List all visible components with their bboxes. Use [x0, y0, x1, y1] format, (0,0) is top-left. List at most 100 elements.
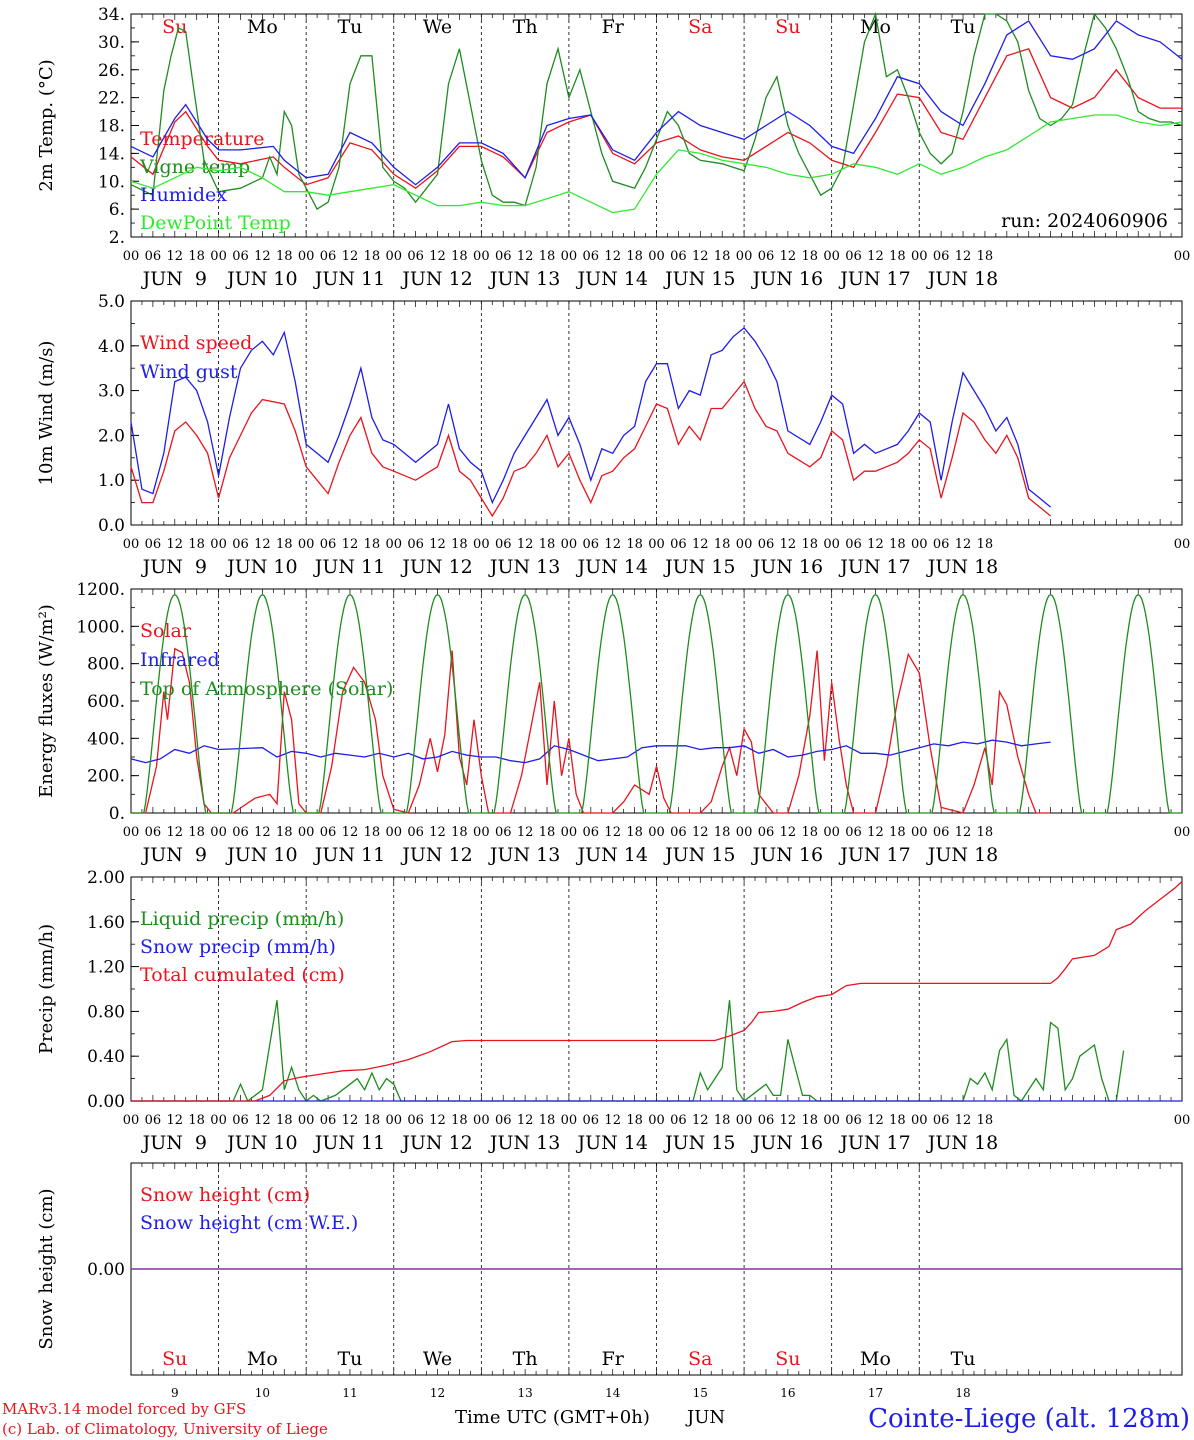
hour-label: 06: [583, 249, 600, 264]
weekday-label: Tu: [337, 1348, 362, 1370]
y-tick-label: 2.: [109, 228, 125, 248]
hour-label: 18: [451, 249, 468, 264]
y-tick-label: 0.40: [87, 1047, 125, 1067]
series-line-top-of-atmosphere-solar: [131, 593, 1182, 814]
hour-label: 00: [736, 249, 753, 264]
hour-label: 18: [539, 1113, 556, 1128]
hour-label: 18: [626, 537, 643, 552]
hour-label: 00: [210, 1113, 227, 1128]
hour-label: 18: [539, 537, 556, 552]
hour-label: 00: [210, 249, 227, 264]
plot-frame: [130, 300, 1183, 526]
hour-label: 18: [801, 825, 818, 840]
hour-label: 06: [495, 1113, 512, 1128]
hour-label: 18: [626, 249, 643, 264]
hour-label: 06: [232, 249, 249, 264]
hour-label: 06: [845, 1113, 862, 1128]
y-tick-label: 3.0: [98, 382, 125, 402]
y-tick-label: 34.: [98, 5, 125, 25]
hour-label: 00: [385, 825, 402, 840]
hour-label: 18: [801, 1113, 818, 1128]
date-label: JUN 12: [400, 1132, 472, 1154]
date-label: JUN 15: [663, 1132, 735, 1154]
hour-label: 06: [407, 537, 424, 552]
y-tick-label: 4.0: [98, 337, 125, 357]
hour-label: 18: [889, 249, 906, 264]
date-label: JUN 14: [575, 556, 647, 578]
weekday-label: Sa: [688, 16, 712, 38]
hour-label: 00: [823, 537, 840, 552]
hour-label: 00: [823, 1113, 840, 1128]
y-tick-label: 200.: [87, 767, 125, 787]
hour-label: 06: [933, 825, 950, 840]
day-number-label: 11: [342, 1386, 357, 1400]
hour-label: 00: [911, 537, 928, 552]
hour-label: 00: [911, 1113, 928, 1128]
hour-label: 12: [342, 537, 359, 552]
weekday-label: Su: [162, 16, 187, 38]
hour-label: 00: [736, 537, 753, 552]
date-label: JUN 12: [400, 556, 472, 578]
y-tick-label: 1.60: [87, 913, 125, 933]
hour-label: 06: [495, 537, 512, 552]
y-tick-label: 18.: [98, 117, 125, 137]
hour-label: 18: [714, 825, 731, 840]
hour-label: 06: [758, 249, 775, 264]
hour-label: 00: [823, 825, 840, 840]
date-label: JUN 17: [838, 268, 910, 290]
hour-label: 00: [298, 249, 315, 264]
hour-label: 18: [276, 1113, 293, 1128]
hour-label: 18: [801, 249, 818, 264]
hour-label: 18: [364, 537, 381, 552]
hour-label: 18: [977, 825, 994, 840]
series-line-dewpoint-temp: [130, 114, 1183, 214]
hour-label: 12: [955, 537, 972, 552]
hour-label: 12: [780, 249, 797, 264]
hour-label: 12: [955, 825, 972, 840]
series-line-wind-speed: [130, 380, 1052, 518]
day-number-label: 12: [430, 1386, 445, 1400]
hour-label: 06: [145, 1113, 162, 1128]
hour-label: 00: [210, 825, 227, 840]
y-tick-label: 22.: [98, 89, 125, 109]
day-number-label: 10: [255, 1386, 270, 1400]
date-label: JUN 10: [225, 1132, 297, 1154]
hour-label: 06: [320, 537, 337, 552]
day-number-label: 16: [780, 1386, 795, 1400]
hour-label: 06: [320, 825, 337, 840]
hour-label: 12: [604, 537, 621, 552]
hour-label: 06: [670, 825, 687, 840]
hour-label: 06: [670, 537, 687, 552]
hour-label: 18: [364, 1113, 381, 1128]
panel-temp: 2. 6. 10. 14. 18. 22. 26. 30. 34. 2m Temp. (°C) 00…: [36, 5, 1190, 290]
hour-label: 00: [561, 825, 578, 840]
hour-label: 12: [780, 825, 797, 840]
hour-label: 00: [911, 249, 928, 264]
hour-label: 00: [473, 537, 490, 552]
series-line-wind-gust: [130, 326, 1052, 508]
hour-label: 06: [145, 249, 162, 264]
y-axis-label: Energy fluxes (W/m²): [36, 604, 57, 798]
date-label: JUN 17: [838, 844, 910, 866]
panel-snow: 0.00 Snow height (cm) Su Mo Tu We Th Fr Sa Su Mo Tu…: [36, 1162, 1183, 1400]
weekday-label: We: [423, 16, 452, 38]
hour-label: 18: [188, 825, 205, 840]
date-label: JUN 18: [926, 556, 998, 578]
hour-label: 12: [254, 537, 271, 552]
weekday-label: Tu: [951, 16, 976, 38]
y-tick-label: 800.: [87, 655, 125, 675]
run-label: run: 2024060906: [1001, 210, 1168, 232]
hour-label: 00: [123, 1113, 140, 1128]
hour-label: 00: [1174, 1113, 1191, 1128]
date-label: JUN 16: [751, 268, 823, 290]
date-label: JUN 9: [141, 268, 207, 290]
hour-label: 18: [714, 1113, 731, 1128]
hour-label: 18: [188, 1113, 205, 1128]
y-axis-label: Snow height (cm): [36, 1188, 57, 1349]
hour-label: 12: [867, 1113, 884, 1128]
hour-label: 06: [933, 537, 950, 552]
hour-label: 00: [648, 1113, 665, 1128]
hour-label: 12: [955, 249, 972, 264]
hour-label: 18: [626, 825, 643, 840]
legend-entry: Wind gust: [140, 361, 238, 383]
